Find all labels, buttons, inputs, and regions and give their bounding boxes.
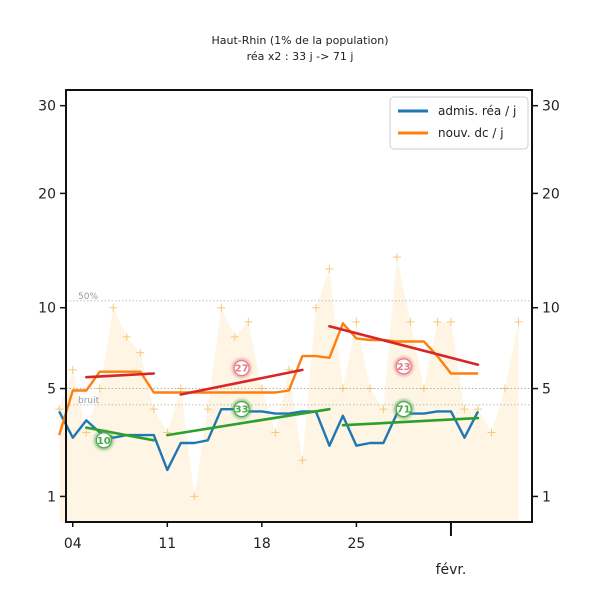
raw-point-marker [109, 303, 118, 312]
raw-point-marker [136, 348, 145, 357]
reference-line-label: bruit [78, 396, 100, 406]
bubble [233, 401, 250, 418]
bubble [395, 358, 412, 375]
raw-point-marker [352, 317, 361, 326]
trend-segment [179, 368, 304, 396]
raw-point-marker [230, 332, 239, 341]
bubble-label: 27 [235, 364, 249, 375]
legend: admis. réa / j nouv. dc / j [389, 96, 529, 150]
x-tick-label: févr. [436, 562, 467, 578]
bubble-label: 10 [97, 436, 111, 447]
trend-segment [328, 325, 480, 366]
chart-title: Haut-Rhin (1% de la population) [211, 34, 388, 47]
bubble-label: 33 [235, 405, 249, 416]
y-tick-label-right: 20 [542, 186, 560, 202]
raw-point-marker [514, 317, 523, 326]
plot-area: 50% bruit 27 23 33 71 10 [55, 253, 532, 522]
x-tick-label: 25 [347, 536, 365, 552]
raw-point-marker [190, 492, 199, 501]
x-tick-label: 11 [158, 536, 176, 552]
trend-segment [85, 426, 156, 442]
y-tick-label-right: 10 [542, 301, 560, 317]
y-tick-label-right: 5 [542, 382, 551, 398]
legend-label-deces: nouv. dc / j [438, 126, 504, 140]
raw-point-marker [271, 428, 280, 437]
trend-segment [85, 372, 156, 379]
raw-point-marker [203, 405, 212, 414]
y-tick-label-left: 20 [38, 186, 56, 202]
reference-line-label: 50% [78, 292, 98, 302]
raw-point-marker [149, 405, 158, 414]
x-tick-label: 04 [64, 536, 82, 552]
raw-point-marker [433, 317, 442, 326]
chart-subtitle: réa x2 : 33 j -> 71 j [247, 50, 354, 63]
bubble-label: 23 [397, 362, 411, 373]
bubble [95, 432, 112, 449]
y-tick-label-left: 10 [38, 301, 56, 317]
raw-point-marker [325, 265, 334, 274]
raw-point-marker [392, 253, 401, 262]
y-tick-label-left: 30 [38, 99, 56, 115]
raw-point-marker [406, 317, 415, 326]
bubble [395, 401, 412, 418]
raw-point-marker [379, 405, 388, 414]
bubble [233, 360, 250, 377]
y-tick-label-left: 5 [47, 382, 56, 398]
plot-frame [65, 89, 533, 523]
y-tick-label-right: 30 [542, 99, 560, 115]
bubble-label: 71 [397, 405, 411, 416]
raw-point-marker [68, 365, 77, 374]
raw-point-marker [311, 303, 320, 312]
series-line-1 [58, 322, 478, 436]
raw-point-marker [244, 317, 253, 326]
y-tick-label-left: 1 [47, 489, 56, 505]
raw-point-marker [217, 303, 226, 312]
x-tick-label: 18 [253, 536, 271, 552]
raw-point-marker [298, 456, 307, 465]
raw-point-marker [446, 317, 455, 326]
legend-label-reanimation: admis. réa / j [438, 104, 516, 118]
y-tick-label-right: 1 [542, 489, 551, 505]
raw-point-marker [122, 332, 131, 341]
trend-segment [166, 407, 331, 437]
raw-point-marker [460, 405, 469, 414]
raw-point-marker [82, 428, 91, 437]
trend-segment [341, 416, 480, 427]
raw-point-marker [487, 428, 496, 437]
